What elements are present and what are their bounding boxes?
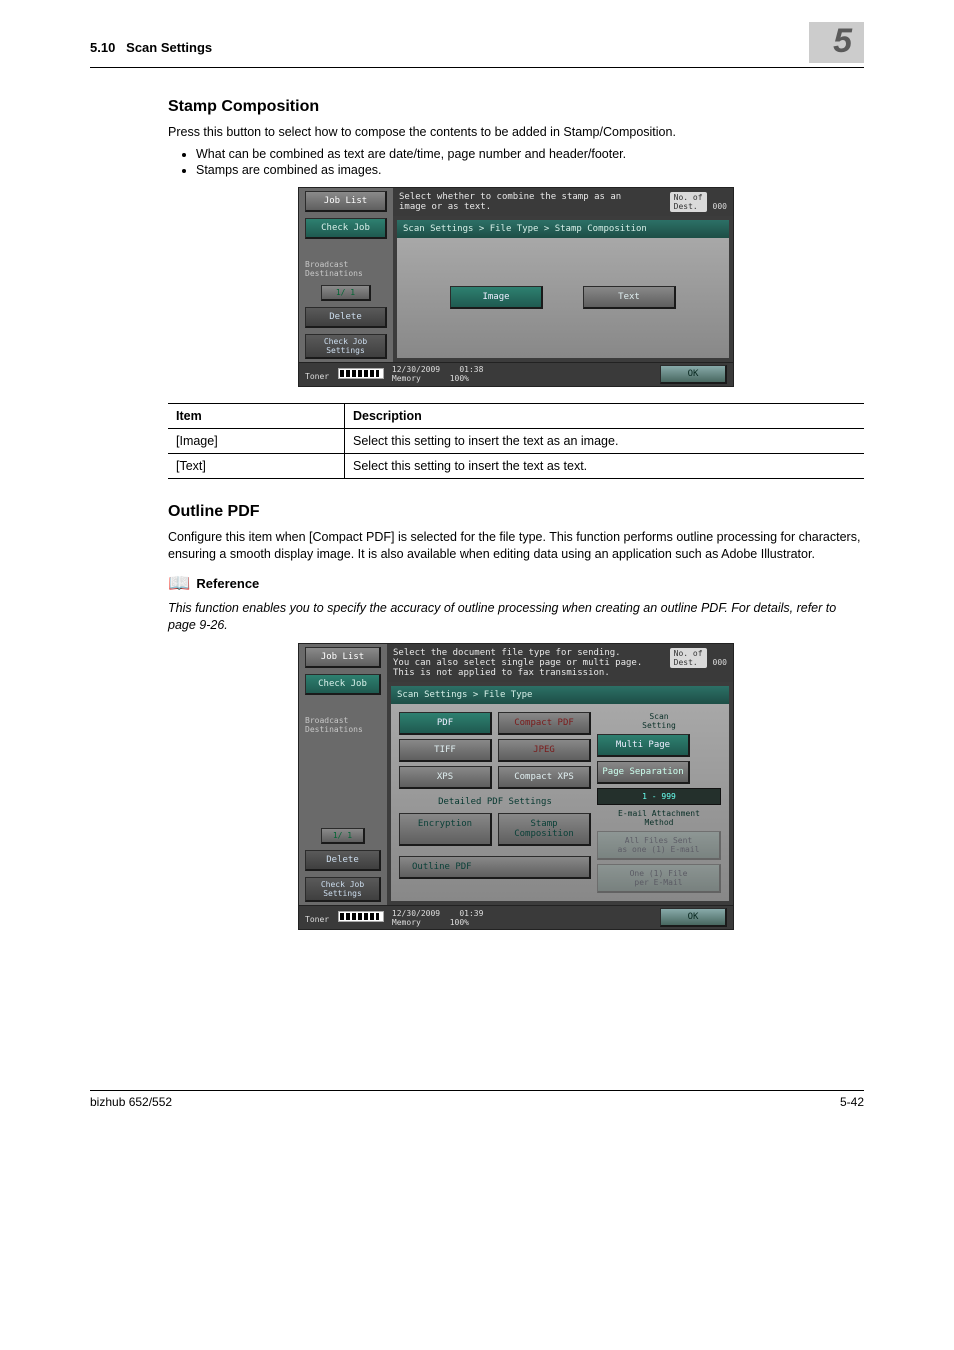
reference-label: Reference	[196, 576, 259, 591]
check-settings-button[interactable]: Check Job Settings	[305, 334, 387, 359]
page-footer: bizhub 652/552 5-42	[90, 1090, 864, 1109]
banner-text: Select the document file type for sendin…	[393, 648, 642, 678]
stamp-composition-button[interactable]: Stamp Composition	[498, 813, 591, 846]
broadcast-label: Broadcast Destinations	[305, 260, 387, 278]
check-settings-button[interactable]: Check Job Settings	[305, 877, 381, 902]
time-label: 01:38	[459, 365, 483, 374]
xps-button[interactable]: XPS	[399, 766, 492, 789]
jpeg-button[interactable]: JPEG	[498, 739, 591, 762]
page-header: 5.10 Scan Settings 5	[90, 40, 864, 68]
table-row: [Image] Select this setting to insert th…	[168, 428, 864, 453]
dest-count: 000	[713, 202, 727, 211]
job-list-button[interactable]: Job List	[305, 191, 387, 212]
text-option-button[interactable]: Text	[583, 286, 676, 309]
cell: Select this setting to insert the text a…	[345, 428, 865, 453]
encryption-button[interactable]: Encryption	[399, 813, 492, 846]
bullet-item: Stamps are combined as images.	[196, 163, 864, 177]
tiff-button[interactable]: TIFF	[399, 739, 492, 762]
date-label: 12/30/2009	[392, 909, 440, 918]
check-job-button[interactable]: Check Job	[305, 218, 387, 239]
time-label: 01:39	[459, 909, 483, 918]
detailed-settings-title: Detailed PDF Settings	[399, 797, 591, 807]
page-counter: 1/ 1	[321, 828, 365, 844]
stamp-screenshot: Job List Check Job Broadcast Destination…	[298, 187, 734, 387]
section-title: Scan Settings	[126, 40, 212, 55]
dest-label: No. of Dest.	[670, 192, 707, 212]
reference-heading: 📖 Reference	[168, 573, 864, 594]
bullet-item: What can be combined as text are date/ti…	[196, 147, 864, 161]
delete-button[interactable]: Delete	[305, 307, 387, 328]
all-files-button[interactable]: All Files Sent as one (1) E-mail	[597, 831, 721, 860]
breadcrumb: Scan Settings > File Type > Stamp Compos…	[397, 220, 729, 238]
toner-gauge-icon	[338, 368, 384, 379]
ok-button[interactable]: OK	[660, 365, 727, 384]
th-desc: Description	[345, 403, 865, 428]
toner-gauge-icon	[338, 911, 384, 922]
compact-xps-button[interactable]: Compact XPS	[498, 766, 591, 789]
filetype-screenshot: Job List Check Job Broadcast Destination…	[298, 643, 734, 930]
reference-text: This function enables you to specify the…	[168, 600, 864, 634]
ok-button[interactable]: OK	[660, 908, 727, 927]
cell: [Text]	[168, 453, 345, 478]
screen-footer: Toner 12/30/2009 01:39 Memory 100% OK	[299, 905, 733, 929]
breadcrumb: Scan Settings > File Type	[391, 686, 729, 704]
banner: Select whether to combine the stamp as a…	[393, 188, 733, 216]
screen-footer: Toner 12/30/2009 01:38 Memory 100% OK	[299, 362, 733, 386]
dest-label: No. of Dest.	[670, 648, 707, 668]
multipage-button[interactable]: Multi Page	[597, 734, 690, 757]
stamp-bullets: What can be combined as text are date/ti…	[168, 147, 864, 177]
delete-button[interactable]: Delete	[305, 850, 381, 871]
memory-label: Memory	[392, 918, 421, 927]
page-separation-button[interactable]: Page Separation	[597, 761, 690, 784]
banner: Select the document file type for sendin…	[387, 644, 733, 682]
section-number: 5.10	[90, 40, 115, 55]
footer-left: bizhub 652/552	[90, 1095, 172, 1109]
scan-setting-label: Scan Setting	[597, 712, 721, 730]
page-counter: 1/ 1	[321, 285, 371, 301]
cell: Select this setting to insert the text a…	[345, 453, 865, 478]
th-item: Item	[168, 403, 345, 428]
toner-label: Toner	[305, 915, 329, 924]
dest-count: 000	[713, 658, 727, 667]
table-row: [Text] Select this setting to insert the…	[168, 453, 864, 478]
banner-text: Select whether to combine the stamp as a…	[399, 192, 621, 212]
description-table: Item Description [Image] Select this set…	[168, 403, 864, 479]
date-label: 12/30/2009	[392, 365, 440, 374]
outline-title: Outline PDF	[168, 503, 864, 521]
attachment-method-label: E-mail Attachment Method	[597, 809, 721, 827]
memory-pct: 100%	[450, 374, 469, 383]
compact-pdf-button[interactable]: Compact PDF	[498, 712, 591, 735]
page-range-display: 1 - 999	[597, 788, 721, 805]
cell: [Image]	[168, 428, 345, 453]
book-icon: 📖	[168, 573, 190, 594]
chapter-number: 5	[809, 22, 864, 63]
image-option-button[interactable]: Image	[450, 286, 543, 309]
footer-right: 5-42	[840, 1095, 864, 1109]
check-job-button[interactable]: Check Job	[305, 674, 381, 695]
outline-para: Configure this item when [Compact PDF] i…	[168, 529, 864, 563]
stamp-title: Stamp Composition	[168, 98, 864, 116]
stamp-intro: Press this button to select how to compo…	[168, 124, 864, 141]
memory-pct: 100%	[450, 918, 469, 927]
toner-label: Toner	[305, 372, 329, 381]
one-file-button[interactable]: One (1) File per E-Mail	[597, 864, 721, 893]
pdf-button[interactable]: PDF	[399, 712, 492, 735]
job-list-button[interactable]: Job List	[305, 647, 381, 668]
memory-label: Memory	[392, 374, 421, 383]
broadcast-label: Broadcast Destinations	[305, 716, 381, 734]
outline-pdf-button[interactable]: Outline PDF	[399, 856, 591, 879]
